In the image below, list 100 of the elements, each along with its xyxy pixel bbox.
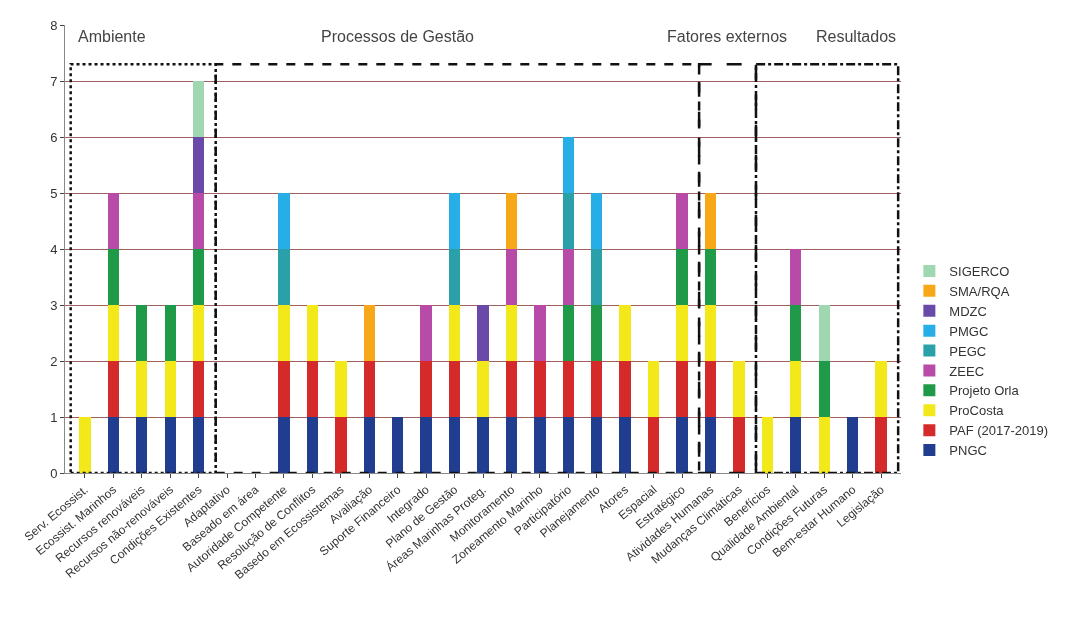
bar (107, 417, 120, 473)
bar (562, 305, 574, 361)
bar (818, 417, 830, 473)
bar (448, 305, 461, 361)
bar (136, 361, 148, 417)
annotation: Resultados (816, 28, 897, 45)
bar (676, 417, 688, 473)
y-tick-label: 0 (50, 465, 58, 481)
bar (448, 361, 461, 417)
bar (420, 305, 432, 361)
bar (676, 193, 688, 249)
bar (136, 305, 148, 361)
legend-label: SIGERCO (949, 264, 1010, 280)
bar (448, 417, 461, 473)
bar (192, 417, 205, 473)
bar (619, 417, 631, 473)
bar (335, 361, 347, 417)
bar (790, 417, 802, 473)
bar (704, 305, 717, 361)
y-tick-label: 6 (50, 129, 58, 145)
bar (818, 305, 830, 361)
y-tick-label: 7 (50, 73, 58, 89)
bar (505, 417, 518, 473)
legend-label: PNGC (949, 443, 987, 459)
bar (192, 305, 205, 361)
bar (477, 305, 489, 361)
bar (477, 417, 489, 473)
bar (818, 361, 830, 417)
bar (420, 361, 432, 417)
annotation: Fatores externos (667, 28, 788, 45)
bar (448, 249, 461, 305)
bar (363, 305, 375, 361)
bar (477, 361, 489, 417)
bar (704, 417, 717, 473)
y-tick-label: 4 (50, 241, 58, 257)
bar (704, 193, 717, 249)
bar (192, 137, 205, 193)
bar (733, 417, 745, 473)
bar (278, 361, 290, 417)
bar (534, 417, 546, 473)
bar (164, 417, 176, 473)
bar (192, 361, 205, 417)
y-tick-label: 2 (50, 353, 58, 369)
legend-label: ProCosta (949, 403, 1005, 419)
bar (647, 417, 660, 473)
y-tick-label: 8 (50, 17, 58, 33)
bar (107, 305, 120, 361)
legend-label: PAF (2017-2019) (949, 423, 1049, 439)
bar (562, 137, 574, 193)
bar (306, 417, 319, 473)
legend-label: PEGC (949, 343, 987, 359)
bar (619, 305, 631, 361)
bar (591, 361, 603, 417)
legend-label: ZEEC (949, 363, 985, 379)
y-tick-label: 5 (50, 185, 58, 201)
bar (363, 417, 375, 473)
bar (505, 193, 518, 249)
y-tick-label: 1 (50, 409, 58, 425)
bar (192, 249, 205, 305)
bar (448, 193, 461, 249)
legend-label: Projeto Orla (949, 383, 1020, 399)
bar (79, 417, 91, 473)
legend-label: SMA/RQA (949, 283, 1010, 299)
bar (306, 361, 319, 417)
bar (676, 249, 688, 305)
bar (619, 361, 631, 417)
bar (591, 193, 603, 249)
bar (704, 249, 717, 305)
bar (562, 417, 574, 473)
annotation: Processos de Gestão (321, 28, 475, 45)
bar (591, 249, 603, 305)
bar (164, 305, 176, 361)
bar (192, 193, 205, 249)
bar (363, 361, 375, 417)
bar (591, 417, 603, 473)
bar (278, 417, 290, 473)
bar (420, 417, 432, 473)
legend-label: PMGC (949, 323, 989, 339)
bar (107, 249, 120, 305)
bar (534, 361, 546, 417)
bar (676, 305, 688, 361)
bar (562, 361, 574, 417)
bar (733, 361, 745, 417)
y-tick-label: 3 (50, 297, 58, 313)
bar (306, 305, 319, 361)
bar (505, 361, 518, 417)
bar (875, 361, 887, 417)
bar (392, 417, 404, 473)
bar (192, 81, 205, 137)
bar (107, 193, 120, 249)
bar (647, 361, 660, 417)
bar (278, 305, 290, 361)
bar (505, 249, 518, 305)
bar (875, 417, 887, 473)
bar (790, 361, 802, 417)
bar (761, 417, 774, 473)
bar (278, 249, 290, 305)
bar (505, 305, 518, 361)
bar (164, 361, 176, 417)
legend-label: MDZC (949, 303, 987, 319)
